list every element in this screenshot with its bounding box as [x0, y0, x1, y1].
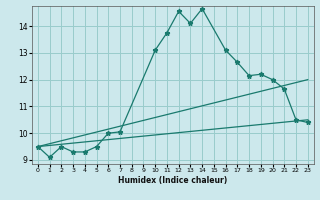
X-axis label: Humidex (Indice chaleur): Humidex (Indice chaleur) — [118, 176, 228, 185]
